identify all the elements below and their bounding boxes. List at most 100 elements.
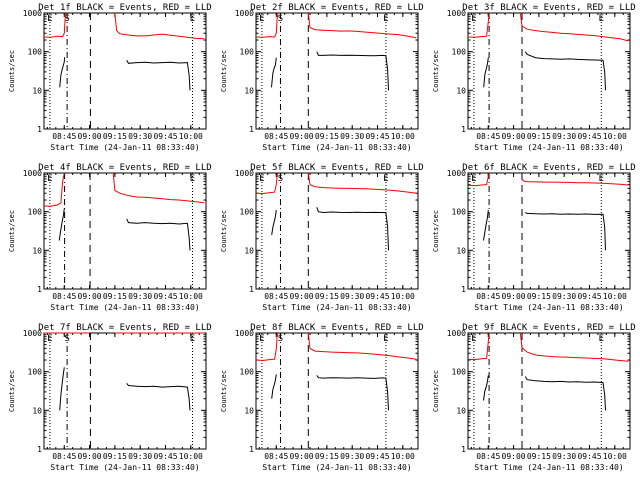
y-tick-label: 100 xyxy=(240,48,255,57)
x-tick-label: 09:30 xyxy=(128,292,152,301)
lld-series-line xyxy=(114,12,205,40)
events-series-line xyxy=(126,382,191,411)
x-tick-label: 09:30 xyxy=(340,132,364,141)
event-marker-label: E xyxy=(190,14,195,24)
y-tick-label: 100 xyxy=(452,368,467,377)
y-axis-label: Counts/sec xyxy=(432,50,440,92)
x-tick-label: 09:45 xyxy=(365,292,389,301)
x-tick-label: 08:45 xyxy=(264,292,288,301)
x-tick-label: 09:00 xyxy=(502,452,526,461)
events-series-line xyxy=(316,375,389,411)
events-series-line xyxy=(316,51,389,91)
chart-panel-6: Det 6f BLACK = Events, RED = LLD Counts/s… xyxy=(432,163,636,312)
panel-title: Det 9f BLACK = Events, RED = LLD xyxy=(462,323,635,333)
x-tick-label: 09:45 xyxy=(365,452,389,461)
x-tick-label: 09:00 xyxy=(78,452,102,461)
y-axis-label: Counts/sec xyxy=(8,370,16,412)
y-tick-label: 1 xyxy=(249,285,254,294)
y-tick-label: 1 xyxy=(461,285,466,294)
chart-panel-9: Det 9f BLACK = Events, RED = LLD Counts/s… xyxy=(432,323,636,472)
x-tick-label: 09:15 xyxy=(315,452,339,461)
lld-series-line xyxy=(255,332,279,362)
event-marker-label: S xyxy=(278,14,283,24)
chart-panel-7: Det 7f BLACK = Events, RED = LLD Counts/s… xyxy=(8,323,212,472)
chart-panel-2: Det 2f BLACK = Events, RED = LLD Counts/s… xyxy=(220,3,424,152)
panel-title: Det 6f BLACK = Events, RED = LLD xyxy=(462,163,635,173)
plot-frame xyxy=(43,332,207,450)
x-tick-label: 10:00 xyxy=(179,452,203,461)
y-tick-label: 10 xyxy=(244,406,254,415)
y-tick-label: 1000 xyxy=(447,9,466,18)
y-tick-label: 10 xyxy=(456,406,466,415)
x-tick-label: 09:00 xyxy=(502,132,526,141)
y-tick-label: 10 xyxy=(32,406,42,415)
x-tick-label: 08:45 xyxy=(52,132,76,141)
plot-frame xyxy=(467,172,631,290)
plot-frame xyxy=(255,172,419,290)
x-tick-label: 08:45 xyxy=(52,292,76,301)
x-tick-label: 10:00 xyxy=(603,292,627,301)
x-tick-label: 09:00 xyxy=(78,292,102,301)
event-marker-label: E xyxy=(383,14,388,24)
x-axis-label: Start Time (24-Jan-11 08:33:40) xyxy=(50,143,199,152)
event-marker-label: E xyxy=(47,174,52,184)
y-tick-label: 1000 xyxy=(23,9,42,18)
y-tick-label: 1000 xyxy=(235,9,254,18)
event-marker-label: E xyxy=(599,174,604,184)
y-tick-label: 1000 xyxy=(235,169,254,178)
x-tick-label: 09:15 xyxy=(527,292,551,301)
x-axis-label: Start Time (24-Jan-11 08:33:40) xyxy=(50,303,199,312)
x-tick-label: 10:00 xyxy=(179,132,203,141)
lld-series-line xyxy=(467,332,490,361)
panel-title: Det 4f BLACK = Events, RED = LLD xyxy=(38,163,211,173)
x-tick-label: 09:30 xyxy=(340,292,364,301)
x-tick-label: 09:45 xyxy=(365,132,389,141)
x-tick-label: 09:45 xyxy=(153,452,177,461)
y-tick-label: 10 xyxy=(244,246,254,255)
y-axis-label: Counts/sec xyxy=(8,50,16,92)
events-series-line xyxy=(483,57,489,88)
x-tick-label: 09:00 xyxy=(290,132,314,141)
plot-frame xyxy=(255,12,419,130)
x-tick-label: 09:30 xyxy=(552,132,576,141)
panel-title: Det 2f BLACK = Events, RED = LLD xyxy=(250,3,423,13)
chart-panel-5: Det 5f BLACK = Events, RED = LLD Counts/s… xyxy=(220,163,424,312)
x-tick-label: 09:45 xyxy=(577,292,601,301)
x-tick-label: 08:45 xyxy=(476,132,500,141)
x-tick-label: 08:45 xyxy=(476,452,500,461)
plot-frame xyxy=(467,12,631,130)
event-marker-label: E xyxy=(259,334,264,344)
lld-series-line xyxy=(519,12,629,42)
y-tick-label: 10 xyxy=(244,86,254,95)
event-marker-label: S xyxy=(278,174,283,184)
y-tick-label: 1 xyxy=(37,285,42,294)
y-axis-label: Counts/sec xyxy=(220,50,228,92)
events-series-line xyxy=(525,212,606,251)
y-tick-label: 1 xyxy=(37,445,42,454)
y-tick-label: 1 xyxy=(249,125,254,134)
lld-series-line xyxy=(307,172,417,194)
x-tick-label: 09:15 xyxy=(103,292,127,301)
events-series-line xyxy=(271,57,277,88)
x-tick-label: 09:15 xyxy=(103,132,127,141)
panel-title: Det 3f BLACK = Events, RED = LLD xyxy=(462,3,635,13)
event-marker-label: E xyxy=(190,334,195,344)
event-marker-label: E xyxy=(47,334,52,344)
panel-title: Det 8f BLACK = Events, RED = LLD xyxy=(250,323,423,333)
x-tick-label: 10:00 xyxy=(603,132,627,141)
lld-series-line xyxy=(521,178,629,186)
x-tick-label: 09:00 xyxy=(502,292,526,301)
events-series-line xyxy=(524,376,606,411)
y-tick-label: 1000 xyxy=(23,329,42,338)
lld-series-line xyxy=(43,172,65,207)
y-tick-label: 1 xyxy=(461,125,466,134)
event-marker-label: S xyxy=(64,334,69,344)
x-tick-label: 09:00 xyxy=(290,292,314,301)
y-axis-label: Counts/sec xyxy=(432,210,440,252)
x-tick-label: 09:30 xyxy=(552,452,576,461)
y-tick-label: 1000 xyxy=(23,169,42,178)
chart-panel-1: Det 1f BLACK = Events, RED = LLD Counts/s… xyxy=(8,3,212,152)
plot-frame xyxy=(467,332,631,450)
event-marker-label: E xyxy=(383,334,388,344)
event-marker-label: E xyxy=(259,174,264,184)
